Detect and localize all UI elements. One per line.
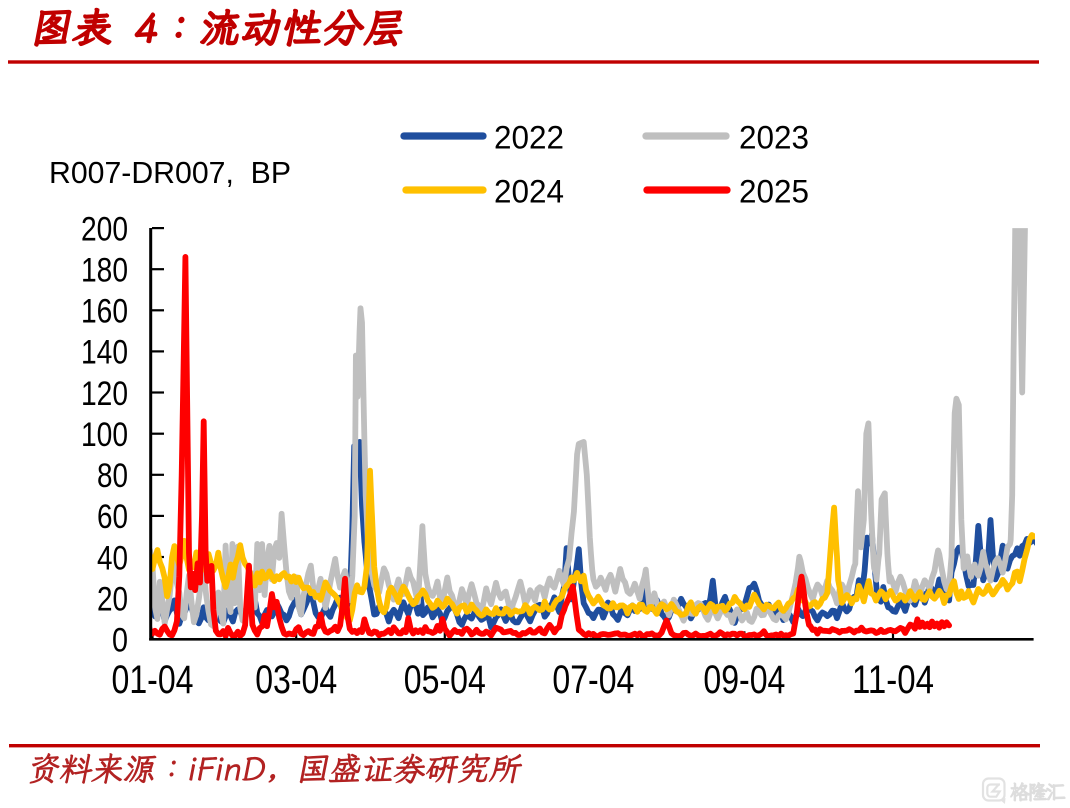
svg-text:160: 160 (81, 293, 128, 331)
svg-text:01-04: 01-04 (112, 658, 194, 702)
svg-text:11-04: 11-04 (852, 658, 934, 702)
svg-text:05-04: 05-04 (404, 658, 486, 702)
svg-text:200: 200 (81, 210, 128, 248)
svg-text:120: 120 (81, 375, 128, 413)
svg-text:03-04: 03-04 (255, 658, 337, 702)
svg-text:140: 140 (81, 334, 128, 372)
svg-text:R007-DR007, BP: R007-DR007, BP (49, 155, 291, 190)
svg-text:20: 20 (97, 580, 128, 618)
svg-text:60: 60 (97, 498, 128, 536)
svg-text:40: 40 (97, 539, 128, 577)
svg-text:2024: 2024 (494, 173, 564, 209)
svg-text:2025: 2025 (739, 173, 809, 209)
svg-text:180: 180 (81, 252, 128, 290)
svg-text:2022: 2022 (494, 119, 564, 155)
svg-text:0: 0 (112, 622, 128, 660)
svg-text:2023: 2023 (739, 119, 809, 155)
svg-text:09-04: 09-04 (703, 658, 785, 702)
svg-text:07-04: 07-04 (552, 658, 634, 702)
svg-text:80: 80 (97, 457, 128, 495)
svg-text:100: 100 (81, 416, 128, 454)
